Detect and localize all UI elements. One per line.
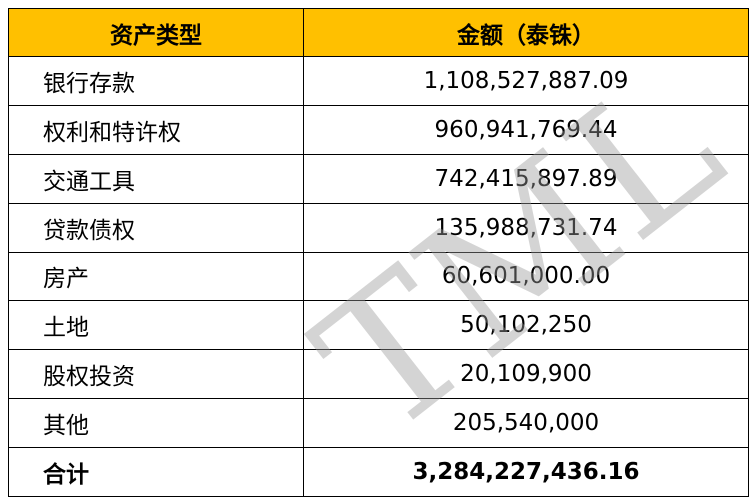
amount-cell: 135,988,731.74 — [303, 202, 749, 253]
amount-cell: 960,941,769.44 — [303, 104, 749, 155]
amount-cell: 1,108,527,887.09 — [303, 56, 749, 106]
table-row: 交通工具 742,415,897.89 — [8, 153, 749, 204]
table-row: 权利和特许权 960,941,769.44 — [8, 104, 749, 155]
asset-type-cell: 房产 — [8, 251, 304, 302]
total-amount-cell: 3,284,227,436.16 — [303, 447, 749, 497]
asset-type-cell: 土地 — [8, 300, 304, 351]
asset-type-cell: 权利和特许权 — [8, 104, 304, 155]
table-row: 其他 205,540,000 — [8, 398, 749, 448]
total-row: 合计 3,284,227,436.16 — [8, 447, 749, 497]
col-header-asset-type: 资产类型 — [8, 8, 304, 57]
table-row: 贷款债权 135,988,731.74 — [8, 202, 749, 253]
asset-table: 资产类型 金额（泰铢） 银行存款 1,108,527,887.09 权利和特许权… — [8, 8, 749, 497]
amount-cell: 205,540,000 — [303, 398, 749, 448]
col-header-amount: 金额（泰铢） — [303, 8, 749, 57]
asset-type-cell: 银行存款 — [8, 56, 304, 106]
table-row: 土地 50,102,250 — [8, 300, 749, 351]
amount-cell: 60,601,000.00 — [303, 251, 749, 302]
asset-type-cell: 贷款债权 — [8, 202, 304, 253]
amount-cell: 20,109,900 — [303, 349, 749, 400]
header-row: 资产类型 金额（泰铢） — [8, 8, 749, 57]
table-row: 房产 60,601,000.00 — [8, 251, 749, 302]
total-label-cell: 合计 — [8, 447, 304, 497]
asset-type-cell: 交通工具 — [8, 153, 304, 204]
asset-type-cell: 股权投资 — [8, 349, 304, 400]
amount-cell: 50,102,250 — [303, 300, 749, 351]
asset-type-cell: 其他 — [8, 398, 304, 448]
table-row: 股权投资 20,109,900 — [8, 349, 749, 400]
table-row: 银行存款 1,108,527,887.09 — [8, 56, 749, 106]
amount-cell: 742,415,897.89 — [303, 153, 749, 204]
